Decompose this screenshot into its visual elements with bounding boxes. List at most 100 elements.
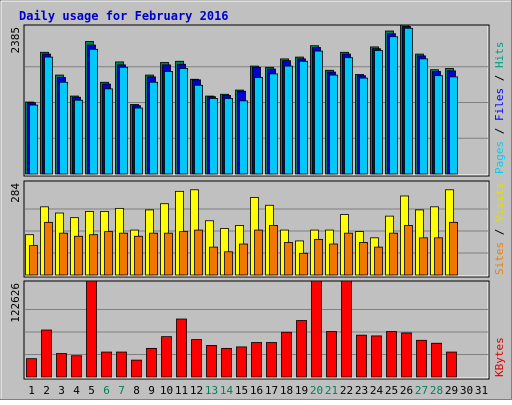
bar-pages-day-28	[434, 75, 443, 175]
bar-kbytes-day-4	[71, 355, 82, 378]
bar-sites-day-13	[209, 246, 218, 276]
bar-kbytes-day-11	[176, 318, 187, 378]
x-tick-label-day-16: 16	[250, 384, 263, 397]
bar-sites-day-10	[164, 232, 173, 276]
x-tick-label-day-22: 22	[340, 384, 353, 397]
bar-kbytes-day-24	[371, 335, 382, 378]
x-tick-label-day-15: 15	[235, 384, 248, 397]
bar-sites-day-4	[74, 235, 83, 276]
x-tick-label-day-28: 28	[430, 384, 443, 397]
x-tick-label-day-21: 21	[325, 384, 338, 397]
x-tick-label-day-12: 12	[190, 384, 203, 397]
x-tick-label-day-26: 26	[400, 384, 413, 397]
bar-kbytes-day-10	[161, 336, 172, 378]
bar-pages-day-3	[59, 81, 68, 175]
x-tick-label-day-1: 1	[28, 384, 35, 397]
bar-sites-day-9	[149, 232, 158, 276]
bar-pages-day-11	[179, 68, 188, 175]
bar-pages-day-25	[389, 36, 398, 175]
bar-pages-day-4	[74, 99, 83, 175]
bar-pages-day-8	[134, 107, 143, 175]
x-tick-label-day-6: 6	[103, 384, 110, 397]
x-tick-label-day-11: 11	[175, 384, 188, 397]
panel-kbytes: 122626 KBytes	[9, 280, 506, 380]
bar-sites-day-25	[389, 232, 398, 276]
x-tick-label-day-19: 19	[295, 384, 308, 397]
bar-kbytes-day-17	[266, 342, 277, 378]
bar-pages-day-27	[419, 58, 428, 175]
panel-kbytes-series-label: KBytes	[493, 337, 506, 377]
bar-kbytes-day-25	[386, 331, 397, 378]
bar-pages-day-23	[359, 77, 368, 175]
x-tick-label-day-3: 3	[58, 384, 65, 397]
series-label-part: Pages	[493, 141, 506, 174]
x-tick-label-day-24: 24	[370, 384, 384, 397]
bar-sites-day-28	[434, 237, 443, 276]
x-tick-label-day-7: 7	[118, 384, 125, 397]
x-tick-label-day-10: 10	[160, 384, 173, 397]
bar-sites-day-21	[329, 243, 338, 276]
bar-pages-day-5	[89, 48, 98, 175]
bar-pages-day-6	[104, 88, 113, 175]
bar-sites-day-16	[254, 229, 263, 276]
x-tick-label-day-17: 17	[265, 384, 278, 397]
bar-sites-day-12	[194, 229, 203, 276]
bar-pages-day-21	[329, 74, 338, 175]
bar-kbytes-day-3	[56, 353, 67, 378]
bar-pages-day-15	[239, 100, 248, 175]
bar-pages-day-29	[449, 76, 458, 175]
bar-pages-day-20	[314, 50, 323, 175]
bar-kbytes-day-16	[251, 342, 262, 378]
x-tick-label-day-9: 9	[148, 384, 155, 397]
bar-pages-day-26	[404, 27, 413, 175]
bar-kbytes-day-27	[416, 339, 427, 378]
bar-pages-day-22	[344, 57, 353, 175]
bar-pages-day-10	[164, 71, 173, 175]
bar-kbytes-day-29	[446, 351, 457, 378]
bar-kbytes-day-20	[311, 280, 322, 378]
panel-visits-sites: 284 Sites / Visits	[9, 180, 506, 278]
bar-sites-day-15	[239, 243, 248, 276]
bar-sites-day-26	[404, 225, 413, 276]
bar-sites-day-29	[449, 221, 458, 276]
panel-hits-files-pages: 2385 Pages / Files / Hits	[9, 24, 506, 177]
x-tick-label-day-29: 29	[445, 384, 458, 397]
bar-kbytes-day-7	[116, 351, 127, 378]
bar-kbytes-day-15	[236, 346, 247, 378]
x-tick-label-day-13: 13	[205, 384, 218, 397]
series-label-part: Hits	[493, 42, 506, 69]
bar-kbytes-day-2	[41, 329, 52, 378]
series-label-part: KBytes	[493, 337, 506, 377]
bar-sites-day-2	[44, 221, 53, 276]
x-tick-label-day-23: 23	[355, 384, 368, 397]
bar-sites-day-20	[314, 238, 323, 276]
series-label-part: Files	[493, 88, 506, 121]
bar-kbytes-day-9	[146, 347, 157, 378]
bar-kbytes-day-6	[101, 351, 112, 378]
bar-sites-day-11	[179, 231, 188, 276]
bar-sites-day-24	[374, 246, 383, 276]
x-tick-label-day-27: 27	[415, 384, 428, 397]
bar-kbytes-day-14	[221, 347, 232, 378]
bar-kbytes-day-23	[356, 334, 367, 378]
panel-kbytes-ymax-label: 122626	[9, 283, 22, 323]
bar-kbytes-day-21	[326, 331, 337, 378]
bar-sites-day-7	[119, 232, 128, 276]
series-label-part: Sites	[493, 242, 506, 275]
bar-sites-day-8	[134, 235, 143, 276]
bar-sites-day-27	[419, 237, 428, 276]
panel-visits-sites-ymax-label: 284	[9, 183, 22, 203]
panel-visits-sites-series-label: Sites / Visits	[493, 182, 506, 275]
bar-kbytes-day-12	[191, 339, 202, 378]
x-tick-label-day-14: 14	[220, 384, 234, 397]
bar-sites-day-18	[284, 242, 293, 276]
bar-sites-day-22	[344, 232, 353, 276]
bar-pages-day-18	[284, 65, 293, 175]
bar-kbytes-day-26	[401, 332, 412, 378]
bar-pages-day-13	[209, 98, 218, 175]
x-tick-label-day-2: 2	[43, 384, 50, 397]
x-tick-label-day-8: 8	[133, 384, 140, 397]
panel-hits-files-pages-ymax-label: 2385	[9, 27, 22, 54]
